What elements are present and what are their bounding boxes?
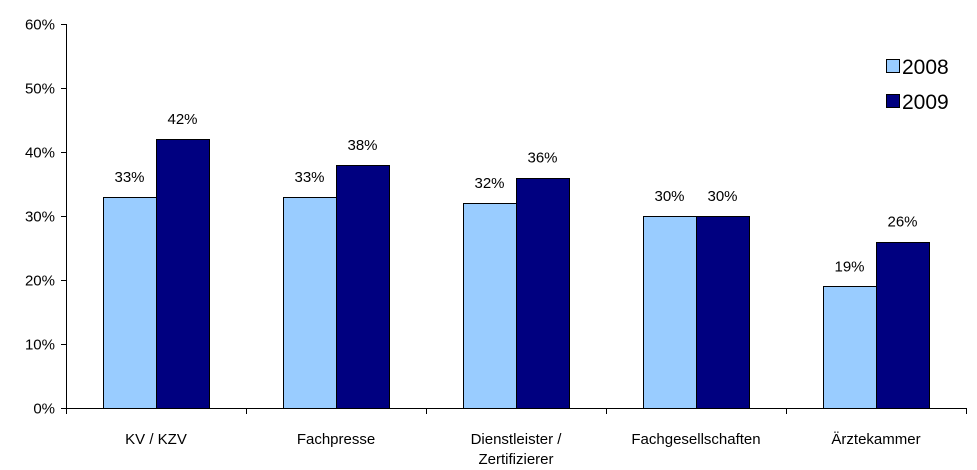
data-label-2009: 30% bbox=[707, 188, 737, 205]
x-tick-label: KV / KZV bbox=[125, 431, 187, 448]
chart-bars bbox=[103, 139, 930, 409]
bar-2009 bbox=[156, 139, 210, 409]
bar-2009 bbox=[696, 216, 750, 409]
bar-2009 bbox=[336, 165, 390, 409]
data-label-2008: 32% bbox=[474, 175, 504, 192]
y-tick-label: 20% bbox=[25, 273, 55, 290]
data-label-2008: 33% bbox=[294, 169, 324, 186]
x-tick-label: Ärztekammer bbox=[831, 431, 920, 448]
bar-2008 bbox=[643, 216, 697, 409]
data-label-2009: 42% bbox=[167, 111, 197, 128]
data-label-2009: 36% bbox=[527, 150, 557, 167]
y-tick-label: 40% bbox=[25, 145, 55, 162]
bar-2008 bbox=[823, 286, 877, 409]
bar-2008 bbox=[103, 197, 157, 409]
bar-2008 bbox=[463, 203, 517, 409]
bar-2009 bbox=[876, 242, 930, 409]
legend-label-2009: 2009 bbox=[902, 91, 949, 114]
data-label-2009: 26% bbox=[887, 214, 917, 231]
bar-2009 bbox=[516, 178, 570, 409]
chart-legend: 2008 2009 bbox=[886, 56, 949, 114]
y-tick-label: 0% bbox=[33, 401, 55, 418]
chart-axes: 0% 10% 20% 30% 40% 50% 60% KV / KZV Fachpresse Di… bbox=[25, 17, 967, 468]
y-tick-label: 30% bbox=[25, 209, 55, 226]
data-label-2008: 30% bbox=[654, 188, 684, 205]
legend-swatch-2009 bbox=[886, 94, 900, 108]
data-label-2009: 38% bbox=[347, 137, 377, 154]
data-label-2008: 19% bbox=[834, 258, 864, 275]
x-tick-label: Dienstleister / Zertifizierer bbox=[471, 431, 563, 468]
y-tick-label: 60% bbox=[25, 17, 55, 34]
x-tick-label: Fachpresse bbox=[297, 431, 375, 448]
data-label-2008: 33% bbox=[114, 169, 144, 186]
legend-label-2008: 2008 bbox=[902, 56, 949, 79]
bar-2008 bbox=[283, 197, 337, 409]
y-tick-label: 10% bbox=[25, 337, 55, 354]
x-tick-label: Fachgesellschaften bbox=[631, 431, 760, 448]
y-tick-label: 50% bbox=[25, 81, 55, 98]
chart-data-labels: 33% 42% 33% 38% 32% 36% 30% 30% 19% 26% bbox=[114, 111, 917, 275]
legend-swatch-2008 bbox=[886, 59, 900, 73]
